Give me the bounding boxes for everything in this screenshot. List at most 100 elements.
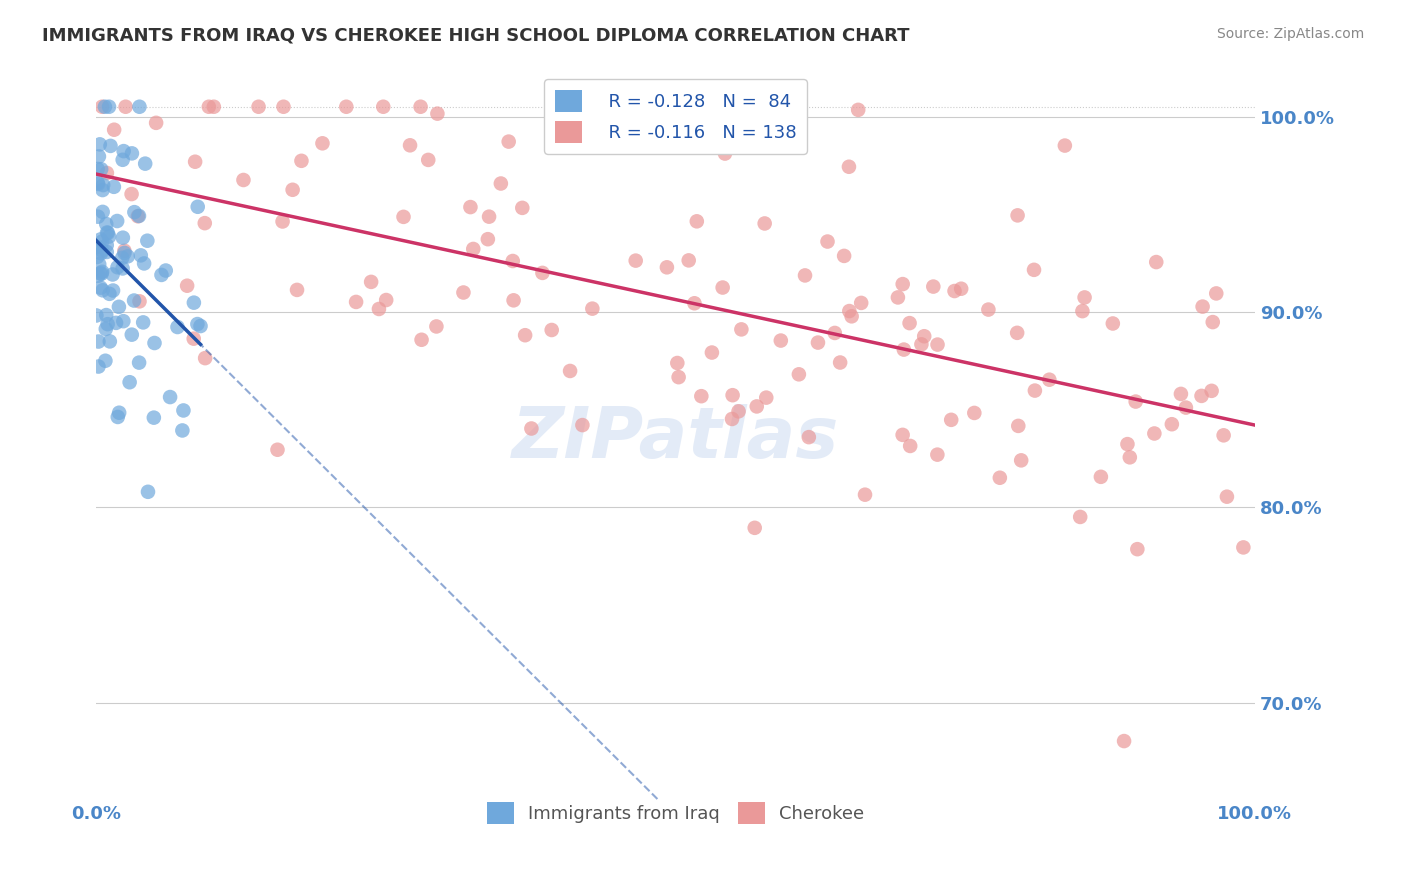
Immigrants from Iraq (86, 250, 108, 264)
Cherokee (335, 100, 357, 114)
Immigrants from Iraq (98, 334, 121, 349)
Cherokee (1174, 401, 1197, 415)
Cherokee (711, 280, 734, 294)
Cherokee (1125, 394, 1147, 409)
Text: Source: ZipAtlas.com: Source: ZipAtlas.com (1216, 27, 1364, 41)
Immigrants from Iraq (94, 322, 117, 336)
Cherokee (832, 249, 855, 263)
Immigrants from Iraq (98, 229, 121, 244)
Cherokee (927, 448, 949, 462)
Cherokee (838, 304, 860, 318)
Cherokee (247, 100, 270, 114)
Cherokee (1126, 542, 1149, 557)
Cherokee (418, 153, 440, 167)
Cherokee (1007, 418, 1029, 433)
Cherokee (721, 412, 744, 426)
Cherokee (502, 293, 524, 308)
Immigrants from Iraq (111, 153, 134, 167)
Cherokee (755, 391, 778, 405)
Cherokee (1216, 490, 1239, 504)
Cherokee (898, 439, 921, 453)
Immigrants from Iraq (111, 230, 134, 244)
Cherokee (754, 217, 776, 231)
Cherokee (1201, 384, 1223, 398)
Immigrants from Iraq (128, 356, 150, 370)
Immigrants from Iraq (94, 353, 117, 368)
Immigrants from Iraq (97, 226, 120, 240)
Cherokee (145, 116, 167, 130)
Immigrants from Iraq (86, 309, 108, 323)
Immigrants from Iraq (90, 162, 112, 177)
Immigrants from Iraq (122, 293, 145, 308)
Immigrants from Iraq (108, 406, 131, 420)
Cherokee (846, 103, 869, 117)
Immigrants from Iraq (136, 484, 159, 499)
Immigrants from Iraq (90, 267, 112, 281)
Cherokee (1073, 290, 1095, 304)
Text: IMMIGRANTS FROM IRAQ VS CHEROKEE HIGH SCHOOL DIPLOMA CORRELATION CHART: IMMIGRANTS FROM IRAQ VS CHEROKEE HIGH SC… (42, 27, 910, 45)
Immigrants from Iraq (87, 149, 110, 163)
Cherokee (1053, 138, 1076, 153)
Immigrants from Iraq (190, 319, 212, 334)
Cherokee (360, 275, 382, 289)
Cherokee (686, 214, 709, 228)
Immigrants from Iraq (142, 410, 165, 425)
Cherokee (91, 100, 114, 114)
Cherokee (127, 209, 149, 223)
Immigrants from Iraq (90, 232, 112, 246)
Immigrants from Iraq (96, 238, 118, 252)
Cherokee (426, 106, 449, 120)
Immigrants from Iraq (86, 176, 108, 190)
Immigrants from Iraq (150, 268, 173, 282)
Immigrants from Iraq (87, 210, 110, 224)
Cherokee (114, 100, 136, 114)
Cherokee (891, 277, 914, 291)
Immigrants from Iraq (111, 251, 134, 265)
Cherokee (1191, 389, 1213, 403)
Immigrants from Iraq (128, 100, 150, 114)
Immigrants from Iraq (86, 240, 108, 254)
Cherokee (1170, 387, 1192, 401)
Immigrants from Iraq (100, 139, 122, 153)
Cherokee (1205, 286, 1227, 301)
Cherokee (460, 200, 482, 214)
Immigrants from Iraq (90, 246, 112, 260)
Cherokee (1101, 317, 1123, 331)
Cherokee (922, 279, 945, 293)
Cherokee (988, 471, 1011, 485)
Cherokee (489, 177, 512, 191)
Cherokee (950, 282, 973, 296)
Cherokee (513, 328, 536, 343)
Cherokee (375, 293, 398, 307)
Immigrants from Iraq (143, 336, 166, 351)
Cherokee (285, 283, 308, 297)
Immigrants from Iraq (155, 263, 177, 277)
Cherokee (581, 301, 603, 316)
Immigrants from Iraq (134, 156, 156, 170)
Cherokee (891, 428, 914, 442)
Cherokee (194, 351, 217, 365)
Immigrants from Iraq (91, 265, 114, 279)
Cherokee (963, 406, 986, 420)
Cherokee (273, 100, 295, 114)
Immigrants from Iraq (186, 317, 208, 331)
Cherokee (927, 337, 949, 351)
Cherokee (714, 146, 737, 161)
Cherokee (655, 260, 678, 275)
Cherokee (232, 173, 254, 187)
Cherokee (1191, 300, 1213, 314)
Cherokee (1160, 417, 1182, 432)
Immigrants from Iraq (90, 280, 112, 294)
Immigrants from Iraq (96, 244, 118, 259)
Cherokee (787, 368, 810, 382)
Immigrants from Iraq (96, 217, 118, 231)
Cherokee (744, 521, 766, 535)
Immigrants from Iraq (96, 308, 118, 322)
Cherokee (463, 242, 485, 256)
Cherokee (797, 430, 820, 444)
Cherokee (1010, 453, 1032, 467)
Cherokee (794, 268, 817, 283)
Cherokee (409, 100, 432, 114)
Immigrants from Iraq (121, 146, 143, 161)
Cherokee (1007, 208, 1029, 222)
